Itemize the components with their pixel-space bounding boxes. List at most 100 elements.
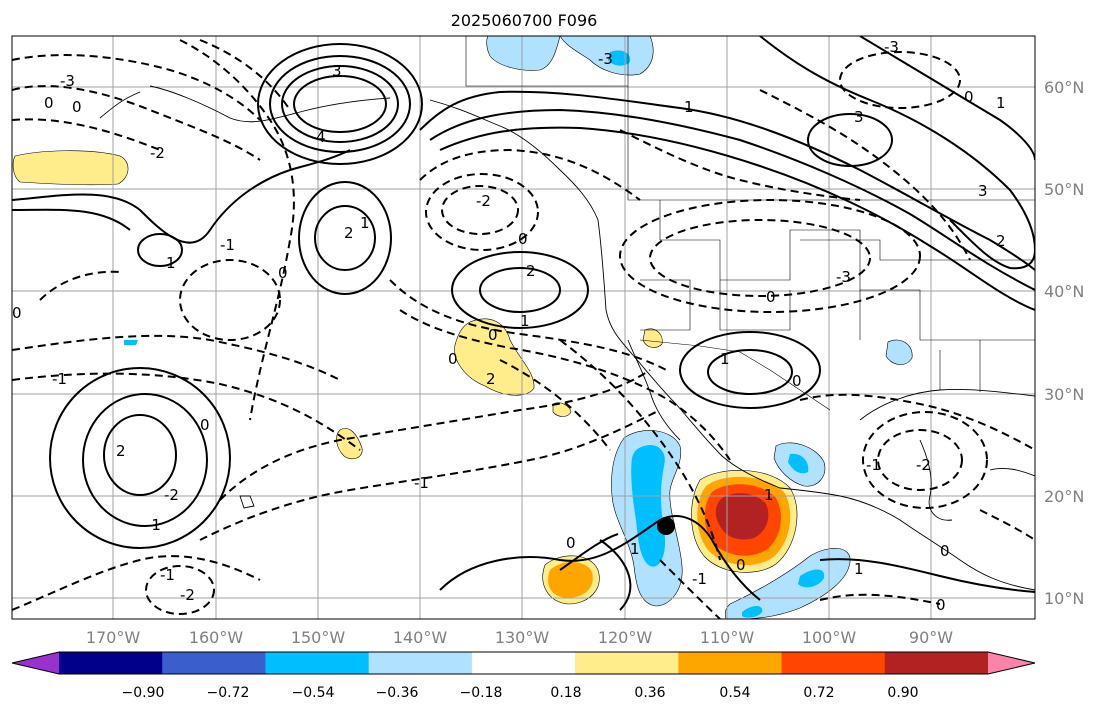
shade-region-negative: [885, 339, 913, 365]
colorbar-swatch: [265, 652, 370, 674]
contour-label: 1: [854, 560, 864, 578]
lon-label: 170°W: [86, 628, 141, 647]
contour-label: -2: [164, 486, 179, 504]
contour-label: -1: [220, 236, 235, 254]
lon-label: 100°W: [802, 628, 857, 647]
contour-label: 2: [116, 442, 126, 460]
shade-region-positive: [548, 561, 593, 598]
contour-label: -3: [60, 72, 75, 90]
shade-region-positive: [552, 402, 572, 417]
colorbar-tick-label: −0.72: [207, 685, 250, 701]
latitude-labels: 60°N 50°N 40°N 30°N 20°N 10°N: [1044, 78, 1084, 608]
contour-label: 0: [736, 556, 746, 574]
colorbar-tick-label: 0.90: [887, 685, 918, 701]
shade-region-negative: [742, 606, 763, 618]
map-area: 0 -3 -2 0 3 4 1 2 1 -1 0 -2 0 2 0 2 -1 0…: [12, 36, 1035, 619]
contour-label: 2: [526, 262, 536, 280]
shade-region-positive: [715, 493, 769, 540]
lat-label: 30°N: [1044, 385, 1084, 404]
contour-label: -2: [150, 144, 165, 162]
contour-label: 0: [936, 596, 946, 614]
lon-label: 110°W: [700, 628, 755, 647]
contour-label: 3: [854, 108, 864, 126]
contour-label: -1: [692, 570, 707, 588]
storm-center-marker: [657, 517, 675, 535]
map-frame: [11, 35, 1036, 620]
colorbar-extend-max: [988, 652, 1035, 674]
contour-labels: 0 -3 -2 0 3 4 1 2 1 -1 0 -2 0 2 0 2 -1 0…: [12, 38, 1006, 614]
contour-label: 0: [72, 98, 82, 116]
colorbar-swatch: [781, 652, 886, 674]
colorbar-swatch: [162, 652, 266, 674]
contour-label: 1: [630, 540, 640, 558]
contour-label: 0: [278, 264, 288, 282]
contour-label: 1: [720, 350, 730, 368]
contour-label: 0: [448, 350, 458, 368]
colorbar-swatch: [471, 652, 576, 674]
longitude-labels: 170°W 160°W 150°W 140°W 130°W 120°W 110°…: [86, 628, 953, 647]
colorbar-tick-label: 0.72: [803, 685, 834, 701]
contour-label: -1: [866, 456, 881, 474]
contour-label: -2: [476, 192, 491, 210]
colorbar-tick-label: 0.36: [634, 685, 665, 701]
contour-label: 1: [360, 214, 370, 232]
contour-label: 1: [996, 94, 1006, 112]
contour-label: 3: [978, 182, 988, 200]
colorbar-swatch: [884, 652, 989, 674]
lon-label: 160°W: [189, 628, 244, 647]
lon-label: 120°W: [598, 628, 653, 647]
contour-label: -2: [180, 586, 195, 604]
contours-negative: [12, 39, 1035, 619]
contour-label: -1: [414, 474, 429, 492]
graticule: [12, 36, 1035, 619]
colorbar-tick-label: 0.18: [550, 685, 581, 701]
contour-label: -1: [146, 516, 161, 534]
colorbar-swatch: [678, 652, 783, 674]
shading-layer: [12, 36, 913, 619]
shade-region-negative: [124, 340, 138, 345]
lat-label: 20°N: [1044, 487, 1084, 506]
colorbar-outline: [11, 651, 1036, 675]
shade-region-negative: [788, 453, 809, 474]
contour-label: 3: [332, 62, 342, 80]
contour-label: 2: [996, 232, 1006, 250]
contour-label: 0: [566, 534, 576, 552]
shade-region-negative: [798, 569, 825, 588]
colorbar-swatch: [368, 652, 473, 674]
lat-label: 60°N: [1044, 78, 1084, 97]
colorbar-tick-label: −0.90: [122, 685, 165, 701]
contour-label: 1: [764, 486, 774, 504]
lat-label: 10°N: [1044, 589, 1084, 608]
contour-label: 0: [488, 326, 498, 344]
contour-label: -3: [884, 38, 899, 56]
lat-label: 40°N: [1044, 282, 1084, 301]
lon-label: 130°W: [495, 628, 550, 647]
colorbar: [11, 651, 1036, 675]
contour-label: 4: [316, 128, 326, 146]
shade-region-positive: [642, 328, 663, 348]
political-borders: [465, 36, 1035, 411]
colorbar-swatch: [59, 652, 163, 674]
colorbar-tick-labels: −0.90 −0.72 −0.54 −0.36 −0.18 0.18 0.36 …: [122, 685, 919, 701]
contour-label: 0: [792, 372, 802, 390]
contour-label: 0: [44, 94, 54, 112]
colorbar-tick-label: −0.36: [376, 685, 419, 701]
colorbar-tick-label: −0.54: [292, 685, 335, 701]
contour-label: 0: [940, 542, 950, 560]
contour-label: -1: [52, 370, 67, 388]
shade-region-negative: [631, 444, 666, 567]
colorbar-tick-label: −0.18: [460, 685, 503, 701]
shade-region-positive: [12, 150, 129, 186]
lat-label: 50°N: [1044, 180, 1084, 199]
contour-label: 1: [520, 312, 530, 330]
contour-label: 0: [518, 230, 528, 248]
contour-label: -3: [836, 268, 851, 286]
contour-label: 1: [684, 98, 694, 116]
lon-label: 90°W: [909, 628, 953, 647]
shade-region-negative: [559, 36, 654, 76]
lon-label: 150°W: [291, 628, 346, 647]
colorbar-tick-label: 0.54: [719, 685, 750, 701]
contour-label: -1: [160, 566, 175, 584]
contour-label: 1: [166, 254, 176, 272]
